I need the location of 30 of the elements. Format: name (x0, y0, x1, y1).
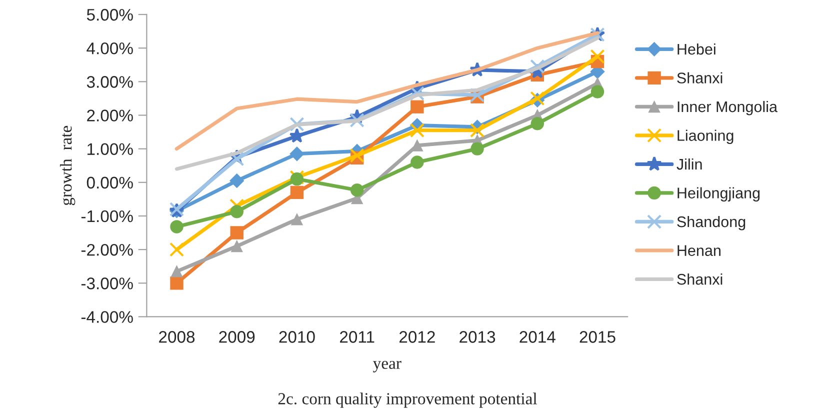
legend-label: Shandong (677, 216, 746, 230)
legend-label: Heilongjiang (678, 187, 760, 202)
text: 2c. corn quality improvement potential (278, 392, 537, 408)
y-tick-label: 4.00% (86, 42, 133, 54)
x-tick-label: 2010 (279, 331, 315, 343)
x-tick-label: 2009 (219, 331, 255, 343)
x-tick-label: 2008 (159, 331, 195, 343)
y-tick-label: 2.00% (87, 110, 133, 122)
y-tick-label: -2.00% (81, 244, 133, 256)
legend-label: Henan (678, 245, 720, 256)
y-tick-label: 0.00% (86, 176, 133, 189)
y-tick-label: 5.00% (86, 8, 133, 21)
x-tick-label: 2013 (460, 331, 496, 343)
y-tick-label: 1.00% (88, 143, 133, 156)
legend-label: Hebei (678, 43, 716, 55)
y-axis-title: growth rate (60, 126, 76, 206)
y-tick-label: -1.00% (81, 210, 133, 222)
y-tick-label: -3.00% (81, 278, 133, 290)
y-tick-label: 3.00% (86, 76, 133, 88)
x-axis-title: year (372, 360, 402, 372)
legend-label: Shanxi (677, 274, 722, 285)
x-tick-label: 2011 (340, 331, 374, 343)
legend-label: Shanxi (677, 72, 722, 84)
legend-label: Liaoning (678, 130, 734, 144)
x-tick-label: 2015 (580, 331, 616, 343)
legend-label: Jilin (676, 158, 702, 170)
x-tick-label: 2014 (520, 331, 556, 343)
x-tick-label: 2012 (399, 331, 435, 343)
y-tick-label: -4.00% (81, 311, 133, 323)
legend-label: Inner Mongolia (678, 100, 778, 116)
